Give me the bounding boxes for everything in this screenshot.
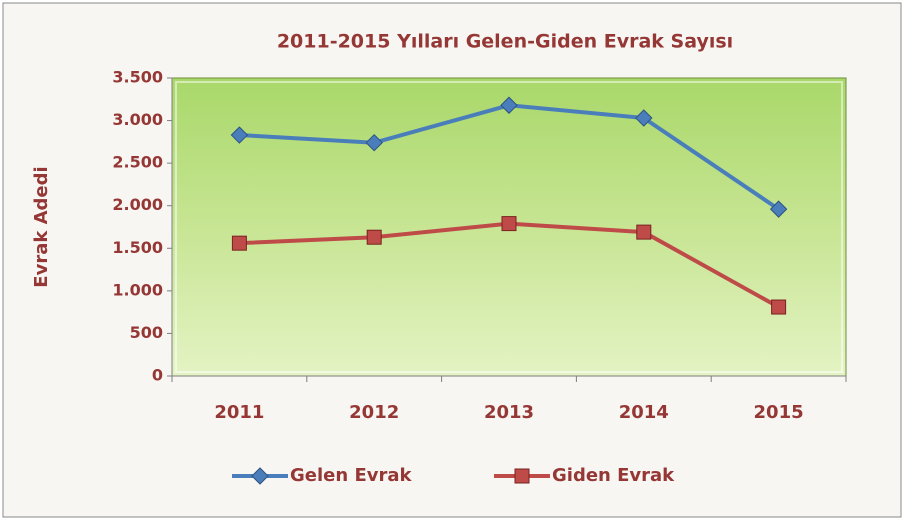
data-point xyxy=(635,109,653,127)
y-axis-label: Evrak Adedi xyxy=(31,166,52,287)
data-point xyxy=(365,134,383,152)
data-point xyxy=(366,229,382,245)
legend-marker xyxy=(251,467,269,485)
y-tick-label: 1.500 xyxy=(112,238,163,257)
data-point xyxy=(501,216,517,232)
y-tick-label: 2.500 xyxy=(112,153,163,172)
x-tick-label: 2013 xyxy=(484,402,534,423)
x-tick-label: 2015 xyxy=(754,402,804,423)
data-point xyxy=(769,200,788,218)
y-tick-label: 2.000 xyxy=(112,195,163,214)
data-point xyxy=(771,299,787,315)
chart-title: 2011-2015 Yılları Gelen-Giden Evrak Sayı… xyxy=(277,31,733,53)
x-tick-label: 2011 xyxy=(214,402,264,423)
y-tick-label: 3.000 xyxy=(112,110,163,129)
data-point xyxy=(636,224,652,240)
y-tick-label: 500 xyxy=(130,323,163,342)
x-tick-label: 2012 xyxy=(349,402,399,423)
legend-label: Giden Evrak xyxy=(552,465,675,486)
y-tick-label: 3.500 xyxy=(112,68,163,87)
legend-label: Gelen Evrak xyxy=(290,465,412,486)
data-point xyxy=(500,96,518,114)
data-point xyxy=(231,235,247,251)
legend-marker xyxy=(514,468,530,484)
data-point xyxy=(230,126,249,144)
x-tick-label: 2014 xyxy=(619,402,669,423)
y-tick-label: 0 xyxy=(152,366,163,385)
plot-bevel xyxy=(175,81,843,373)
y-tick-label: 1.000 xyxy=(112,280,163,299)
